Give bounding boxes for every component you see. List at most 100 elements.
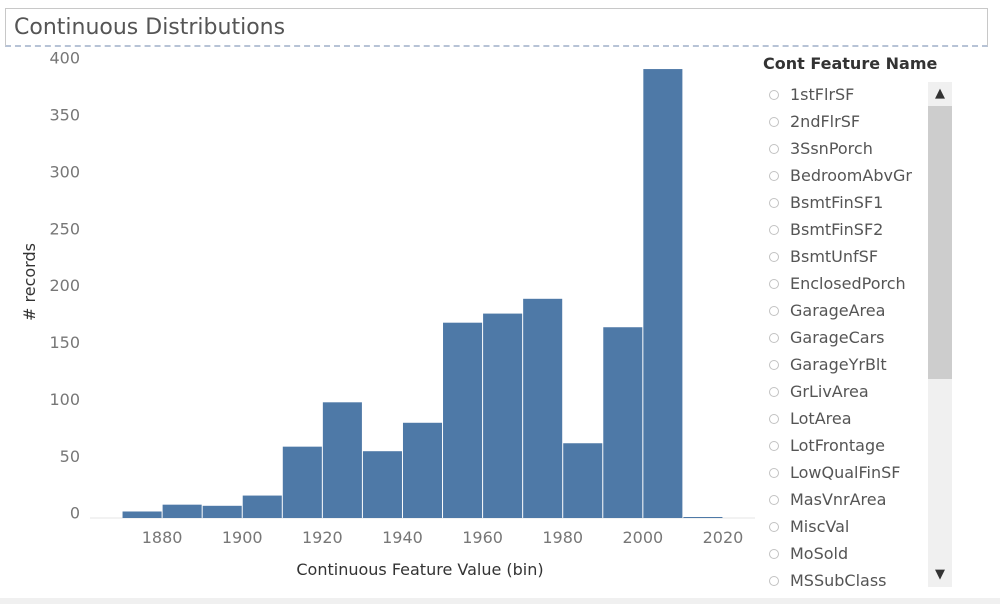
legend-item[interactable]: GarageYrBlt xyxy=(760,351,928,378)
legend-scrollbar[interactable]: ▲ ▼ xyxy=(928,82,952,587)
filter-legend: Cont Feature Name 1stFlrSF 2ndFlrSF 3SsnPo… xyxy=(760,52,960,592)
x-tick-label: 1920 xyxy=(302,528,343,547)
y-tick-labels: 0 50 100 150 200 250 300 350 400 xyxy=(49,50,80,523)
radio-button-icon[interactable] xyxy=(769,332,779,343)
x-tick-label: 1880 xyxy=(142,528,183,547)
legend-item-label: BsmtFinSF2 xyxy=(790,220,884,239)
histogram-bar[interactable] xyxy=(282,446,322,518)
x-tick-labels: 1880 1900 1920 1940 1960 1980 2000 2020 xyxy=(142,528,744,547)
histogram-bar[interactable] xyxy=(443,322,483,518)
legend-item[interactable]: BsmtFinSF1 xyxy=(760,189,928,216)
scroll-down-icon[interactable]: ▼ xyxy=(935,567,945,582)
histogram-bar[interactable] xyxy=(683,517,723,518)
histogram-bar[interactable] xyxy=(162,504,202,518)
radio-button-icon[interactable] xyxy=(769,494,779,505)
histogram-bar[interactable] xyxy=(603,327,643,518)
legend-item-label: MSSubClass xyxy=(790,571,887,589)
radio-button-icon[interactable] xyxy=(769,143,779,154)
bars-group xyxy=(90,69,755,519)
legend-item-label: MiscVal xyxy=(790,517,850,536)
histogram-bar[interactable] xyxy=(322,402,362,518)
histogram-bar[interactable] xyxy=(563,443,603,518)
legend-item-label: GarageYrBlt xyxy=(790,355,887,374)
histogram-bar[interactable] xyxy=(523,298,563,518)
legend-item[interactable]: MiscVal xyxy=(760,513,928,540)
scroll-thumb[interactable] xyxy=(928,106,952,379)
radio-button-icon[interactable] xyxy=(769,413,779,424)
radio-button-icon[interactable] xyxy=(769,440,779,451)
page-title: Continuous Distributions xyxy=(14,15,286,40)
legend-item[interactable]: 2ndFlrSF xyxy=(760,108,928,135)
y-tick-label: 250 xyxy=(49,219,80,238)
y-tick-label: 50 xyxy=(60,447,80,466)
radio-button-icon[interactable] xyxy=(769,116,779,127)
bottom-bar xyxy=(0,598,1000,604)
y-tick-label: 200 xyxy=(49,276,80,295)
radio-button-icon[interactable] xyxy=(769,305,779,316)
legend-item-label: 3SsnPorch xyxy=(790,139,873,158)
legend-item[interactable]: MasVnrArea xyxy=(760,486,928,513)
legend-list: 1stFlrSF 2ndFlrSF 3SsnPorch BedroomAbvGr Bsm… xyxy=(760,81,928,589)
histogram-bar[interactable] xyxy=(362,451,402,518)
y-tick-label: 100 xyxy=(49,390,80,409)
legend-item-label: GarageArea xyxy=(790,301,886,320)
radio-button-icon[interactable] xyxy=(769,575,779,586)
title-box: Continuous Distributions xyxy=(5,8,988,47)
legend-item[interactable]: 3SsnPorch xyxy=(760,135,928,162)
y-tick-label: 350 xyxy=(49,106,80,125)
radio-button-icon[interactable] xyxy=(769,251,779,262)
histogram-bar[interactable] xyxy=(202,505,242,518)
legend-item-label: LotArea xyxy=(790,409,852,428)
histogram-bar[interactable] xyxy=(483,313,523,518)
legend-item[interactable]: BsmtUnfSF xyxy=(760,243,928,270)
histogram-bar[interactable] xyxy=(402,422,443,518)
legend-item[interactable]: GarageCars xyxy=(760,324,928,351)
legend-item-label: EnclosedPorch xyxy=(790,274,906,293)
legend-item[interactable]: LowQualFinSF xyxy=(760,459,928,486)
legend-item-label: 2ndFlrSF xyxy=(790,112,861,131)
legend-item[interactable]: EnclosedPorch xyxy=(760,270,928,297)
legend-item[interactable]: BedroomAbvGr xyxy=(760,162,928,189)
radio-button-icon[interactable] xyxy=(769,278,779,289)
legend-item-label: BsmtUnfSF xyxy=(790,247,879,266)
histogram-bar[interactable] xyxy=(242,495,282,518)
legend-item[interactable]: 1stFlrSF xyxy=(760,81,928,108)
legend-item[interactable]: MoSold xyxy=(760,540,928,567)
legend-item[interactable]: LotFrontage xyxy=(760,432,928,459)
x-tick-label: 2020 xyxy=(703,528,744,547)
legend-item-label: GrLivArea xyxy=(790,382,869,401)
x-axis-title: Continuous Feature Value (bin) xyxy=(296,560,543,579)
radio-button-icon[interactable] xyxy=(769,224,779,235)
x-tick-label: 1940 xyxy=(382,528,423,547)
legend-item-label: BedroomAbvGr xyxy=(790,166,912,185)
x-tick-label: 2000 xyxy=(622,528,663,547)
scroll-up-icon[interactable]: ▲ xyxy=(935,86,945,101)
legend-item[interactable]: LotArea xyxy=(760,405,928,432)
x-tick-label: 1980 xyxy=(542,528,583,547)
legend-item[interactable]: GrLivArea xyxy=(760,378,928,405)
radio-button-icon[interactable] xyxy=(769,197,779,208)
radio-button-icon[interactable] xyxy=(769,548,779,559)
radio-button-icon[interactable] xyxy=(769,467,779,478)
y-tick-label: 150 xyxy=(49,333,80,352)
legend-item[interactable]: MSSubClass xyxy=(760,567,928,589)
legend-item-label: MasVnrArea xyxy=(790,490,887,509)
legend-item-label: 1stFlrSF xyxy=(790,85,855,104)
radio-button-icon[interactable] xyxy=(769,386,779,397)
y-tick-label: 400 xyxy=(49,50,80,68)
radio-button-icon[interactable] xyxy=(769,521,779,532)
y-axis-title: # records xyxy=(20,243,39,321)
legend-item[interactable]: GarageArea xyxy=(760,297,928,324)
x-tick-label: 1900 xyxy=(222,528,263,547)
legend-item-label: GarageCars xyxy=(790,328,885,347)
radio-button-icon[interactable] xyxy=(769,170,779,181)
legend-item[interactable]: BsmtFinSF2 xyxy=(760,216,928,243)
radio-button-icon[interactable] xyxy=(769,359,779,370)
x-tick-label: 1960 xyxy=(462,528,503,547)
histogram-bar[interactable] xyxy=(122,511,162,518)
radio-button-icon[interactable] xyxy=(769,89,779,100)
legend-item-label: BsmtFinSF1 xyxy=(790,193,884,212)
histogram-chart: 0 50 100 150 200 250 300 350 400 1880 1900 1920 194… xyxy=(0,50,755,604)
legend-title: Cont Feature Name xyxy=(763,54,938,73)
histogram-bar[interactable] xyxy=(643,69,683,518)
